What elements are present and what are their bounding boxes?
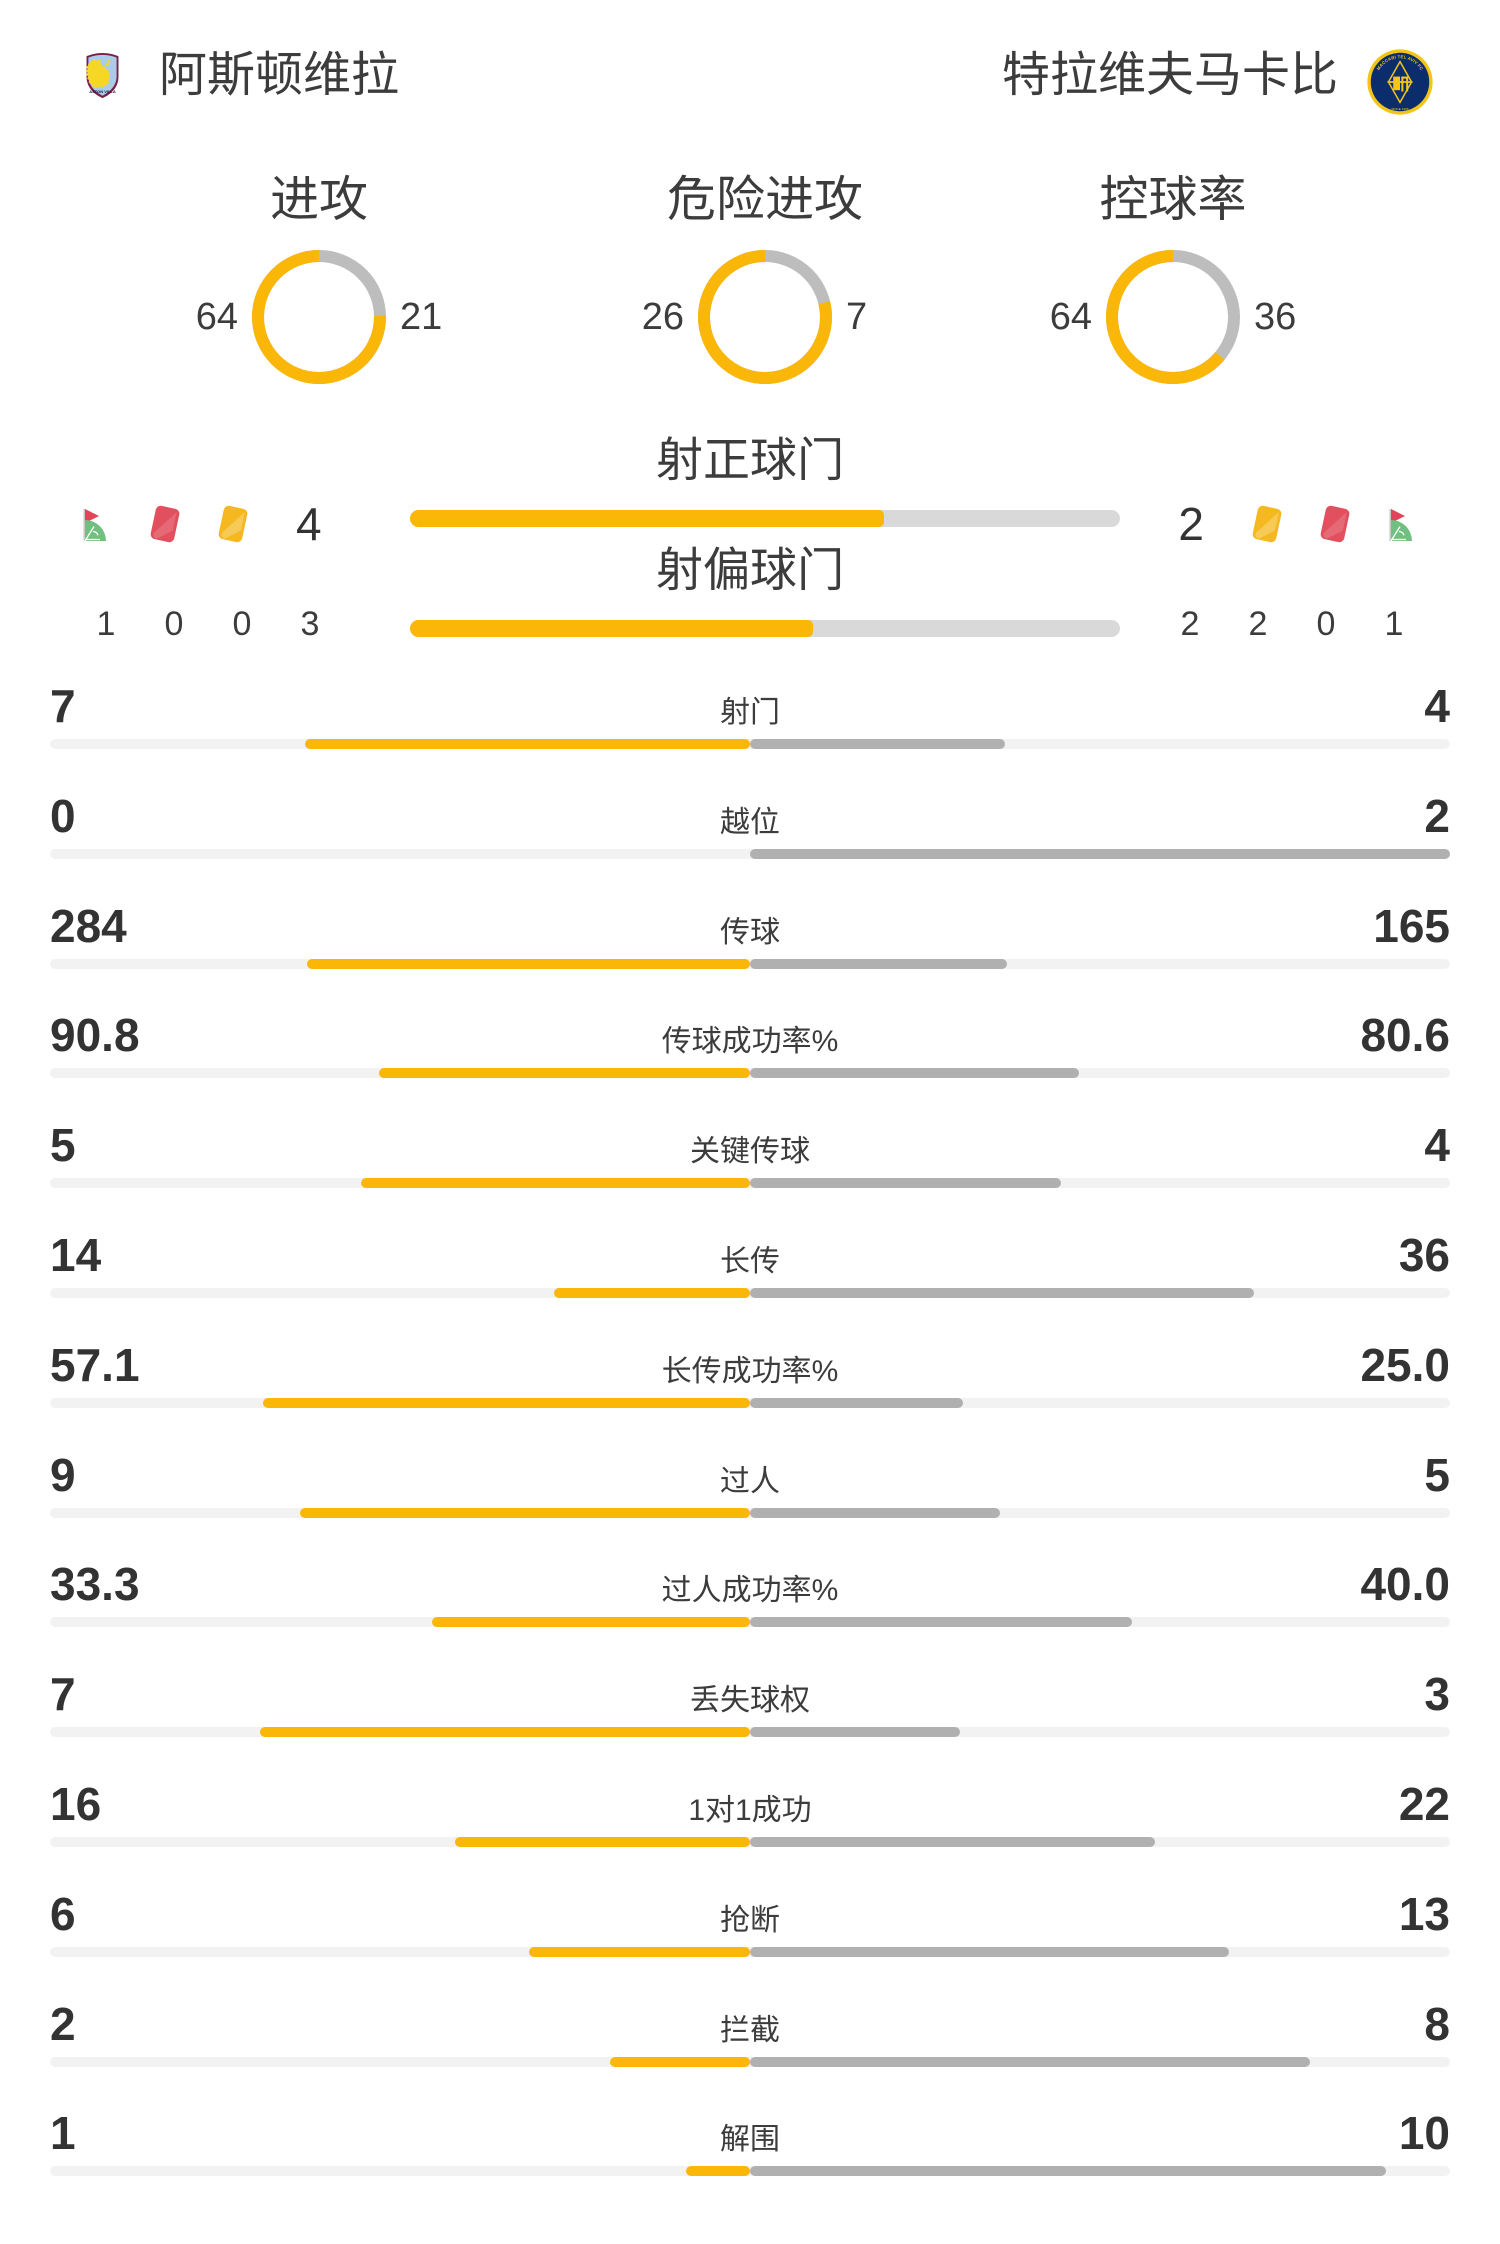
svg-text:ASTON VILLA: ASTON VILLA [89,89,116,94]
svg-text:SINCE 1906: SINCE 1906 [1391,107,1409,111]
